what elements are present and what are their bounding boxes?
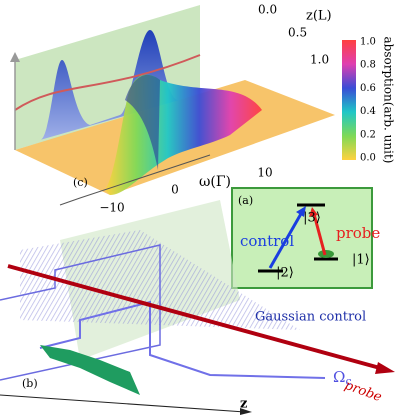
arrowhead [240, 408, 252, 415]
arrowhead [375, 362, 395, 374]
z-tick: 1.0 [310, 53, 329, 67]
level-label: |2⟩ [276, 266, 294, 281]
arrowhead [309, 207, 318, 217]
colorbar-tick: 0.2 [360, 129, 376, 140]
x-tick: 10 [257, 166, 272, 180]
z-tick: 0.0 [258, 3, 277, 17]
z-label: z [240, 397, 247, 412]
probe-arrow [312, 213, 327, 256]
panel-label: (c) [73, 176, 88, 189]
panel-b: (b) Gaussian control probe Ωc z [0, 200, 395, 415]
spin-arrows [40, 345, 140, 395]
panel-label: (a) [238, 194, 253, 207]
colorbar-tick: 0.4 [360, 106, 376, 117]
colorbar-tick: 0.8 [360, 60, 376, 71]
panel-a: (a) |3⟩ |2⟩ |1⟩ control probe [231, 187, 380, 289]
x-tick: −10 [99, 201, 124, 215]
control-arrow [268, 211, 304, 269]
arrowhead [296, 206, 306, 217]
omega-sub: c [345, 375, 351, 388]
colorbar-tick: 1.0 [360, 37, 376, 48]
axis-arrow [10, 52, 20, 62]
z-tick: 0.5 [288, 26, 307, 40]
colorbar-ticks: 0.0 0.2 0.4 0.6 0.8 1.0 [360, 37, 376, 164]
level-label: |3⟩ [303, 211, 321, 226]
probe-label: probe [336, 224, 380, 242]
omega-label: Ωc [333, 368, 352, 388]
z-axis-label: z(L) [306, 9, 332, 24]
level-label: |1⟩ [352, 253, 370, 268]
projection-peaks [40, 30, 180, 140]
colorbar-tick: 0.6 [360, 83, 376, 94]
omega: Ω [333, 368, 345, 386]
control-label: control [240, 232, 294, 250]
control-profile [0, 244, 161, 381]
gaussian-label: Gaussian control [255, 310, 366, 325]
colorbar-label: absorption(arb. unit) [382, 37, 396, 164]
surface-ridge [125, 74, 160, 170]
probe-beam [7, 264, 381, 370]
x-tick: 0 [171, 183, 179, 197]
colorbar [342, 40, 356, 160]
gaussian-curve [14, 54, 201, 111]
panel-c: (c) −10 0 10 ω(Γ) 0.0 0.5 1.0 z(L) 0.00.… [10, 3, 396, 215]
omega-profile [39, 300, 326, 379]
z-axis [0, 394, 246, 413]
panel-label: (b) [22, 377, 38, 390]
x-axis-label: ω(Γ) [199, 174, 231, 190]
colorbar-tick: 0.0 [360, 153, 376, 164]
x-axis-line [59, 154, 211, 206]
